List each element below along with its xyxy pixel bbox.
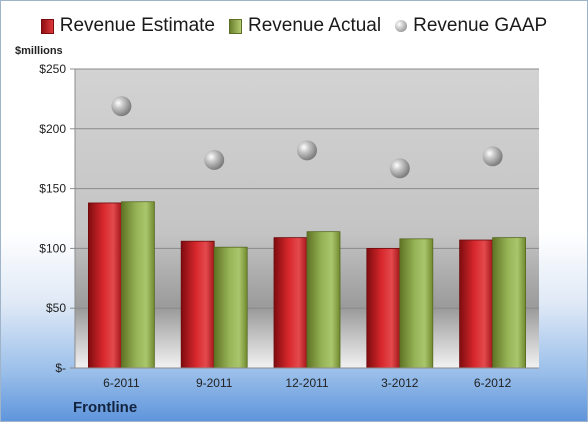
- y-axis-unit-label: $millions: [15, 45, 63, 57]
- legend-swatch-actual: [229, 18, 242, 34]
- legend-swatch-gaap: [395, 20, 408, 32]
- bars: [88, 201, 527, 369]
- marker-revenue-gaap: [482, 146, 503, 167]
- legend-label-gaap: Revenue GAAP: [413, 15, 548, 36]
- x-tick-label: 6-2011: [103, 376, 140, 390]
- marker-revenue-gaap: [389, 158, 410, 179]
- legend-item-gaap: Revenue GAAP: [395, 15, 547, 37]
- bar-revenue-estimate: [273, 237, 308, 369]
- x-tick-label: 12-2011: [285, 376, 328, 390]
- bar-revenue-estimate: [459, 239, 494, 369]
- bar-revenue-actual: [306, 231, 341, 369]
- y-tick-label: $250: [39, 62, 66, 76]
- bar-revenue-estimate: [180, 240, 215, 369]
- y-tick-label: $200: [39, 122, 66, 136]
- bar-revenue-estimate: [366, 247, 401, 369]
- y-tick-label: $100: [39, 241, 66, 255]
- bar-revenue-actual: [399, 238, 434, 369]
- legend: Revenue Estimate Revenue Actual Revenue …: [1, 15, 587, 37]
- x-tick-label: 6-2012: [474, 376, 512, 390]
- bar-revenue-estimate: [88, 202, 122, 369]
- legend-item-estimate: Revenue Estimate: [40, 15, 215, 37]
- marker-revenue-gaap: [111, 96, 132, 117]
- legend-label-estimate: Revenue Estimate: [59, 15, 215, 36]
- legend-item-actual: Revenue Actual: [229, 15, 381, 37]
- bar-revenue-actual: [213, 246, 248, 369]
- legend-label-actual: Revenue Actual: [248, 15, 382, 36]
- y-axis-ticks: $- $50 $100 $150 $200 $250: [39, 62, 66, 375]
- x-tick-label: 3-2012: [381, 376, 419, 390]
- x-axis-ticks: 6-2011 9-2011 12-2011 3-2012 6-2012: [103, 376, 511, 390]
- y-tick-label: $-: [55, 361, 66, 375]
- marker-revenue-gaap: [204, 149, 225, 170]
- y-tick-label: $50: [46, 301, 66, 315]
- bar-revenue-actual: [121, 201, 155, 369]
- x-tick-label: 9-2011: [196, 376, 233, 390]
- bar-revenue-actual: [492, 237, 527, 369]
- gaap-markers: [111, 96, 503, 179]
- y-tick-label: $150: [39, 182, 66, 196]
- marker-revenue-gaap: [297, 140, 317, 161]
- legend-swatch-estimate: [40, 18, 54, 34]
- company-name: Frontline: [73, 399, 138, 416]
